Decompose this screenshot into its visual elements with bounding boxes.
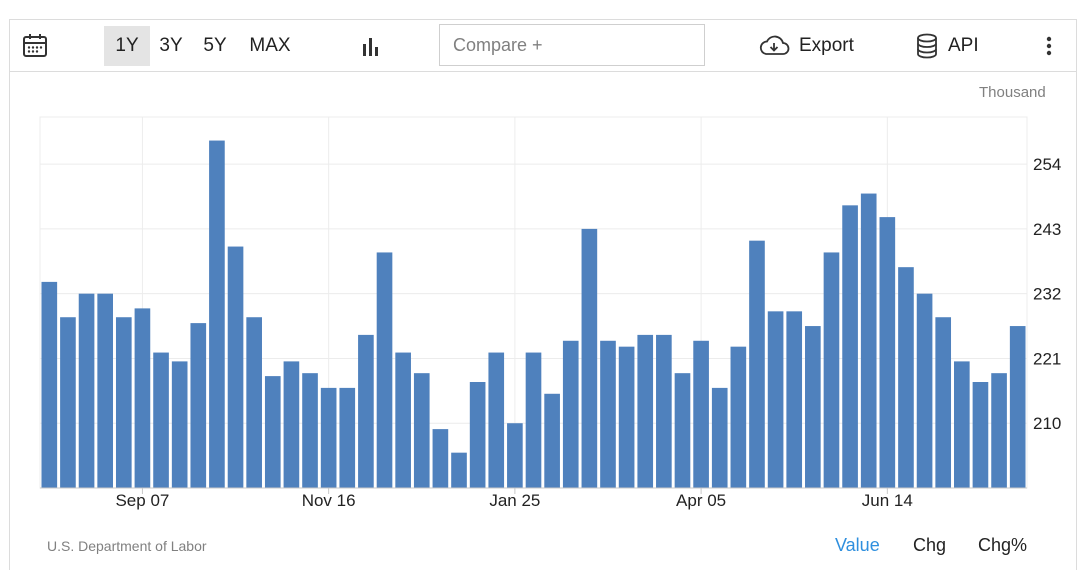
bar bbox=[209, 140, 225, 489]
bar bbox=[246, 317, 262, 488]
bar bbox=[488, 352, 505, 488]
bar bbox=[618, 346, 635, 488]
bar bbox=[730, 346, 747, 488]
bar bbox=[97, 293, 114, 488]
bar bbox=[544, 393, 560, 488]
bar bbox=[637, 334, 654, 488]
bar bbox=[432, 429, 449, 488]
cloud-download-icon bbox=[758, 35, 790, 57]
api-label: API bbox=[948, 34, 979, 56]
bar bbox=[935, 317, 952, 488]
unit-label: Thousand bbox=[979, 84, 1046, 101]
more-vertical-icon[interactable] bbox=[1044, 20, 1054, 71]
bar bbox=[656, 334, 672, 488]
bar bbox=[115, 317, 132, 488]
x-tick-label: Sep 07 bbox=[115, 491, 169, 510]
bar bbox=[78, 293, 95, 488]
y-tick-label: 243 bbox=[1033, 220, 1061, 239]
bar bbox=[41, 281, 58, 488]
mode-chg-tab[interactable]: Chg bbox=[913, 535, 947, 555]
bar bbox=[320, 387, 337, 488]
bar bbox=[358, 334, 374, 488]
bar bbox=[507, 423, 523, 488]
calendar-icon[interactable] bbox=[22, 20, 48, 71]
api-button[interactable]: API bbox=[916, 20, 979, 71]
y-tick-label: 221 bbox=[1033, 349, 1061, 368]
bar bbox=[153, 352, 169, 488]
bar bbox=[879, 217, 896, 488]
compare-input[interactable] bbox=[439, 24, 705, 66]
y-tick-label: 254 bbox=[1033, 155, 1061, 174]
bar bbox=[767, 311, 784, 488]
source-label: U.S. Department of Labor bbox=[47, 538, 207, 554]
bar bbox=[805, 326, 821, 488]
bar bbox=[302, 373, 318, 488]
bar bbox=[413, 373, 430, 488]
bar bbox=[916, 293, 933, 488]
bar bbox=[860, 193, 877, 489]
bar bbox=[786, 311, 803, 488]
chart-widget: 1Y 3Y 5Y MAX Export bbox=[9, 19, 1077, 570]
bar bbox=[749, 240, 765, 488]
range-3y-button[interactable]: 3Y bbox=[159, 35, 183, 56]
bar bbox=[600, 340, 616, 488]
bar bbox=[823, 252, 840, 488]
mode-value-tab[interactable]: Value bbox=[835, 535, 880, 555]
bar bbox=[842, 205, 858, 489]
bar bbox=[674, 373, 691, 488]
bar bbox=[376, 252, 393, 488]
bar bbox=[264, 376, 281, 488]
bar bbox=[562, 340, 579, 488]
bar bbox=[469, 382, 486, 488]
bar bbox=[451, 452, 467, 488]
bar bbox=[525, 352, 542, 488]
bar bbox=[60, 317, 76, 488]
bar bbox=[581, 228, 598, 488]
bar bbox=[953, 361, 970, 488]
bar bbox=[693, 340, 709, 488]
mode-chg-pct-tab[interactable]: Chg% bbox=[978, 535, 1028, 555]
bar bbox=[1009, 326, 1026, 488]
y-tick-label: 232 bbox=[1033, 285, 1061, 304]
toolbar: 1Y 3Y 5Y MAX Export bbox=[10, 20, 1076, 72]
bar bbox=[898, 267, 914, 488]
bar bbox=[972, 382, 989, 488]
bar bbox=[134, 308, 151, 488]
x-tick-label: Jun 14 bbox=[862, 491, 913, 510]
bar bbox=[283, 361, 300, 488]
export-button[interactable]: Export bbox=[758, 20, 854, 71]
export-label: Export bbox=[799, 34, 854, 56]
bar bbox=[711, 387, 728, 488]
bar-chart-icon[interactable] bbox=[360, 20, 382, 71]
range-1y-button[interactable]: 1Y bbox=[104, 26, 150, 66]
bar bbox=[395, 352, 411, 488]
bar bbox=[227, 246, 244, 488]
range-max-button[interactable]: MAX bbox=[249, 35, 291, 56]
x-tick-label: Jan 25 bbox=[489, 491, 540, 510]
y-tick-label: 210 bbox=[1033, 414, 1061, 433]
bar bbox=[339, 387, 356, 488]
x-tick-label: Nov 16 bbox=[302, 491, 356, 510]
database-icon bbox=[916, 33, 938, 59]
bar bbox=[171, 361, 188, 488]
bar bbox=[190, 323, 207, 488]
x-tick-label: Apr 05 bbox=[676, 491, 726, 510]
bar bbox=[991, 373, 1007, 488]
range-5y-button[interactable]: 5Y bbox=[203, 35, 227, 56]
